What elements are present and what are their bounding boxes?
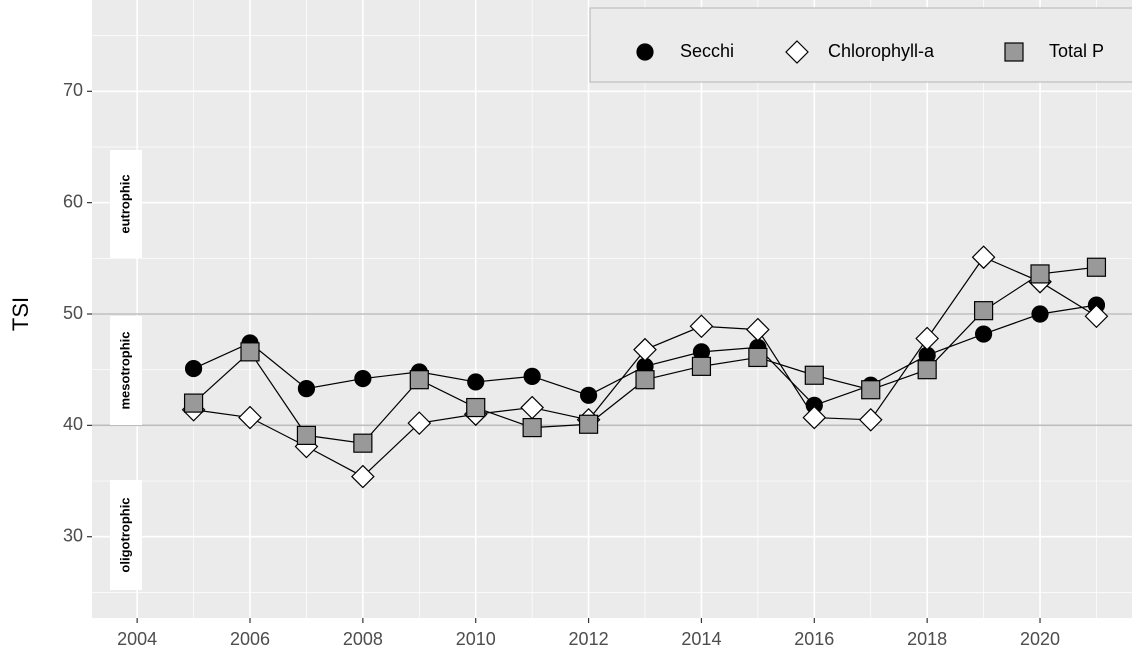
point — [635, 370, 655, 390]
point — [689, 314, 714, 339]
point — [579, 386, 598, 404]
y-tick-label: 70 — [63, 80, 83, 100]
legend-label: Total P — [1049, 41, 1104, 61]
point — [522, 417, 542, 438]
point — [1084, 304, 1109, 329]
point — [184, 359, 203, 378]
y-tick-label: 60 — [63, 191, 83, 211]
legend: Secchi Chlorophyll-a Total P — [589, 7, 1132, 83]
point — [1086, 257, 1107, 277]
x-tick-label: 2020 — [1020, 629, 1060, 649]
y-tick-label: 40 — [63, 414, 83, 434]
point — [296, 425, 317, 445]
point — [238, 405, 262, 430]
point — [917, 360, 937, 380]
point — [467, 373, 485, 391]
annotation-box — [110, 480, 142, 590]
point — [578, 414, 599, 434]
point — [804, 365, 824, 385]
point — [858, 407, 883, 432]
point — [1030, 264, 1050, 284]
annotation: mesotrophic — [117, 331, 132, 409]
legend-key — [1004, 42, 1024, 62]
y-tick-label: 50 — [63, 303, 83, 323]
point — [407, 411, 432, 435]
annotation-box — [110, 150, 142, 258]
x-tick-label: 2006 — [230, 629, 270, 649]
point — [746, 317, 770, 342]
plot-panel — [92, 0, 1132, 618]
x-tick-label: 2018 — [907, 629, 947, 649]
x-tick-label: 2010 — [456, 629, 496, 649]
point — [802, 405, 827, 430]
point — [691, 356, 712, 376]
point — [297, 380, 316, 398]
point — [1031, 305, 1049, 323]
legend-label: Secchi — [680, 41, 734, 61]
x-tick-label: 2016 — [794, 629, 834, 649]
point — [409, 370, 429, 390]
point — [971, 245, 996, 270]
point — [353, 433, 373, 453]
point — [183, 393, 204, 413]
point — [861, 380, 881, 400]
point — [351, 464, 375, 489]
point — [240, 342, 260, 362]
annotation: eutrophic — [117, 174, 132, 233]
legend-box — [589, 7, 1132, 83]
legend-key — [785, 40, 809, 64]
point — [974, 325, 993, 343]
legend-label: Chlorophyll-a — [828, 41, 935, 61]
x-tick-label: 2008 — [343, 629, 383, 649]
annotation: oligotrophic — [117, 497, 132, 572]
point — [466, 397, 486, 418]
point — [915, 326, 940, 351]
x-tick-label: 2004 — [117, 629, 157, 649]
point — [354, 369, 372, 388]
point — [973, 301, 994, 321]
y-tick-label: 30 — [63, 525, 83, 545]
point — [523, 367, 541, 385]
y-axis-label: TSI — [8, 297, 33, 331]
legend-key — [636, 43, 654, 61]
point — [633, 337, 657, 362]
x-tick-label: 2014 — [681, 629, 721, 649]
annotation-box — [110, 316, 142, 425]
point — [748, 347, 768, 368]
x-tick-label: 2012 — [569, 629, 609, 649]
